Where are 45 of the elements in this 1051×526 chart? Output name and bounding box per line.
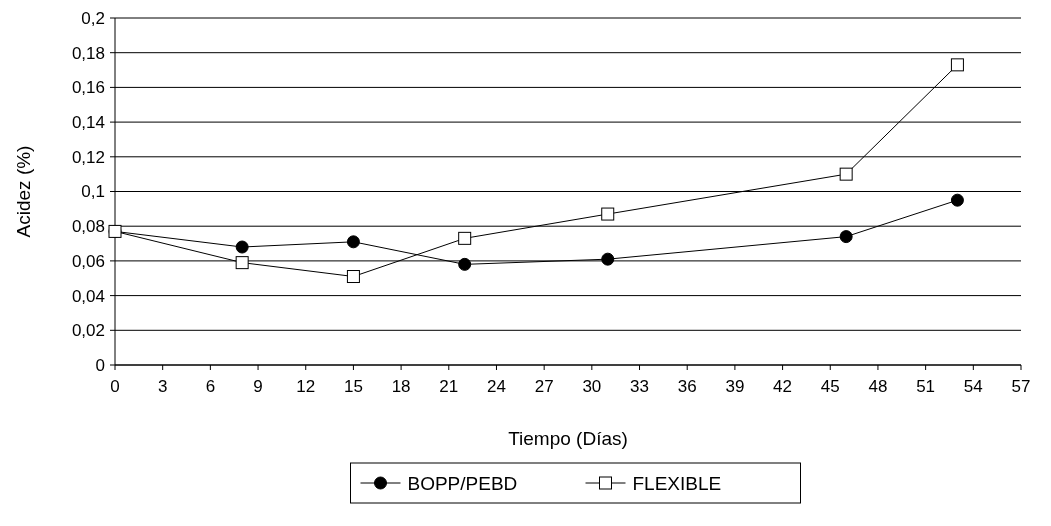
point (458, 257, 472, 271)
x-tick-label: 33 (630, 377, 649, 396)
y-tick-label: 0,06 (71, 251, 105, 271)
x-tick-label: 48 (868, 377, 888, 396)
x-tick-label: 21 (439, 377, 459, 396)
point (950, 193, 964, 207)
x-tick-label: 51 (916, 377, 936, 396)
point (235, 240, 249, 254)
y-tick-label: 0,1 (81, 182, 105, 202)
point (346, 235, 360, 249)
point (458, 231, 472, 245)
y-tick-label: 0 (95, 355, 105, 375)
point (235, 256, 249, 270)
y-tick-label: 0,02 (71, 321, 105, 341)
x-tick-label: 39 (725, 377, 745, 396)
x-tick-label: 54 (963, 377, 983, 396)
x-tick-label: 30 (582, 377, 602, 396)
x-tick-label: 12 (296, 377, 316, 396)
x-tick-label: 6 (205, 377, 216, 396)
y-axis-title: Acidez (%) (13, 145, 34, 238)
legend-label: BOPP/PEBD (407, 472, 518, 494)
point (839, 167, 853, 181)
x-axis-title: Tiempo (Días) (508, 428, 628, 449)
x-tick-label: 27 (534, 377, 554, 396)
point (601, 207, 615, 221)
x-tick-label: 57 (1011, 377, 1031, 396)
y-tick-label: 0,08 (71, 217, 105, 237)
legend-label: FLEXIBLE (632, 472, 722, 494)
y-tick-label: 0,12 (71, 147, 105, 167)
y-tick-label: 0,2 (81, 8, 105, 28)
y-tick-label: 0,04 (71, 286, 105, 306)
x-tick-label: 42 (773, 377, 793, 396)
y-tick-label: 0,16 (71, 78, 105, 98)
x-tick-label: 45 (820, 377, 840, 396)
x-tick-label: 9 (253, 377, 263, 396)
x-tick-label: 18 (391, 377, 411, 396)
point (601, 252, 615, 266)
y-tick-label: 0,18 (71, 43, 105, 63)
x-tick-label: 3 (157, 377, 168, 396)
x-tick-label: 24 (487, 377, 506, 396)
x-tick-label: 36 (677, 377, 697, 396)
x-tick-label: 0 (110, 377, 120, 396)
y-tick-label: 0,14 (71, 113, 105, 133)
point (839, 230, 853, 244)
x-tick-label: 15 (343, 377, 363, 396)
